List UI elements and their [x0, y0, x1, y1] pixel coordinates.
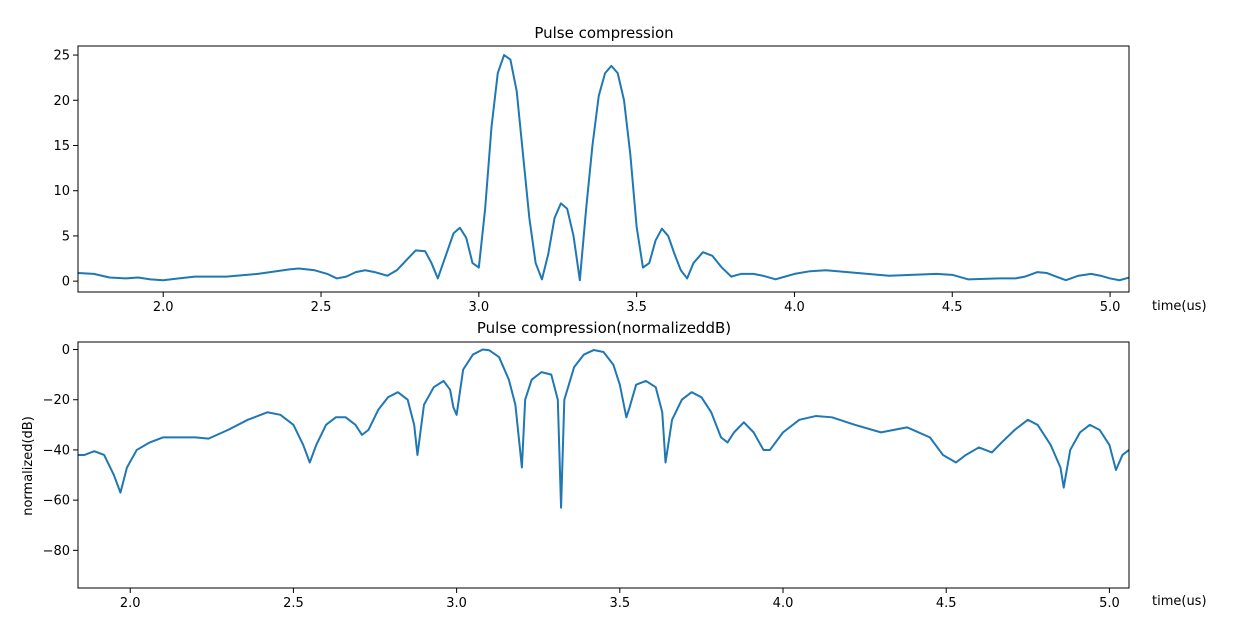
series-layer: [78, 348, 1130, 509]
x-tick-label: 2.5: [283, 596, 304, 611]
panel-pulse-compression-db: Pulse compression(normalizeddB) 2.0 2.5 3.…: [21, 319, 1207, 611]
y-tick-label: −20: [43, 393, 70, 408]
series-layer: [77, 54, 1130, 282]
x-tick-label: 4.5: [942, 300, 963, 315]
y-tick-label: 0: [62, 343, 70, 358]
x-tick-label: 2.5: [311, 300, 332, 315]
y-tick-label: 15: [53, 139, 70, 154]
x-axis: 2.0 2.5 3.0 3.5 4.0 4.5 5.0: [153, 292, 1121, 315]
x-tick-label: 5.0: [1099, 596, 1120, 611]
series-line: [77, 54, 1130, 282]
y-tick-label: −60: [43, 494, 70, 509]
series-line: [78, 348, 1130, 509]
x-tick-label: 3.0: [446, 596, 467, 611]
y-tick-label: −40: [43, 443, 70, 458]
x-tick-label: 4.0: [784, 300, 805, 315]
plot-area: [77, 341, 1130, 589]
y-axis-label: normalized(dB): [21, 416, 36, 516]
chart-title: Pulse compression(normalizeddB): [477, 319, 731, 337]
y-tick-label: 20: [53, 94, 70, 109]
plot-area: [77, 45, 1130, 293]
x-tick-label: 4.5: [936, 596, 957, 611]
axes-frame: [77, 341, 1130, 589]
x-axis-label: time(us): [1152, 594, 1207, 609]
x-axis-label: time(us): [1152, 299, 1207, 314]
x-tick-label: 3.5: [609, 596, 630, 611]
y-axis: 0 5 10 15 20 25: [53, 49, 78, 290]
x-tick-label: 2.0: [153, 300, 174, 315]
panel-pulse-compression: Pulse compression 2.0 2.5 3.0 3.5 4.0 4.5 5.0 …: [53, 24, 1206, 315]
axes-frame: [77, 45, 1130, 293]
x-tick-label: 3.0: [468, 300, 489, 315]
y-tick-label: 0: [62, 275, 70, 290]
x-axis: 2.0 2.5 3.0 3.5 4.0 4.5 5.0: [120, 588, 1120, 611]
y-tick-label: 10: [53, 184, 70, 199]
y-tick-label: 25: [53, 49, 70, 64]
x-tick-label: 4.0: [773, 596, 794, 611]
x-tick-label: 2.0: [120, 596, 141, 611]
x-tick-label: 3.5: [626, 300, 647, 315]
x-tick-label: 5.0: [1100, 300, 1121, 315]
y-tick-label: 5: [62, 229, 70, 244]
y-tick-label: −80: [43, 544, 70, 559]
chart-title: Pulse compression: [534, 24, 673, 42]
y-axis: 0 −20 −40 −60 −80: [43, 343, 78, 559]
